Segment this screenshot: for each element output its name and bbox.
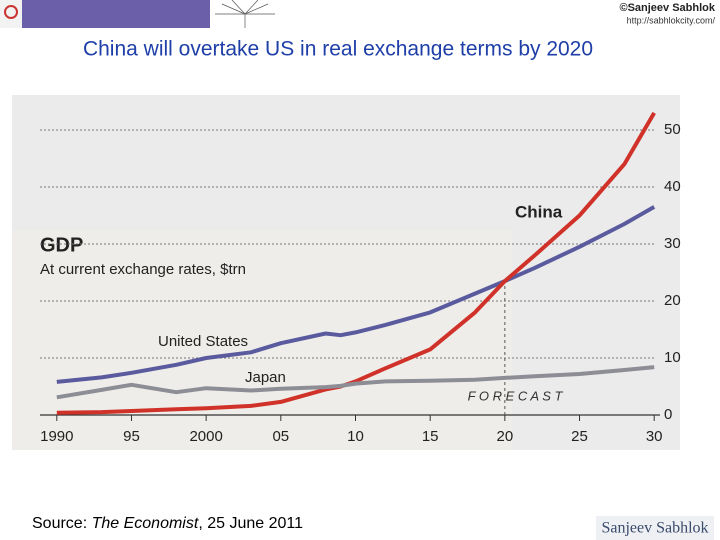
x-tick-label: 95 bbox=[123, 428, 140, 445]
y-tick-label: 50 bbox=[664, 121, 681, 138]
header-tree bbox=[215, 0, 275, 28]
x-tick-label: 10 bbox=[347, 428, 364, 445]
x-tick-label: 20 bbox=[497, 428, 514, 445]
series-label: United States bbox=[158, 333, 248, 350]
chart-title: GDP bbox=[40, 234, 83, 256]
y-tick-label: 40 bbox=[664, 178, 681, 195]
x-tick-label: 25 bbox=[571, 428, 588, 445]
series-line bbox=[56, 365, 655, 400]
header-banner bbox=[0, 0, 210, 28]
source-publication: The Economist bbox=[92, 515, 199, 532]
x-tick-label: 2000 bbox=[189, 428, 222, 445]
x-tick-label: 05 bbox=[272, 428, 289, 445]
footer-logo: Sanjeev Sabhlok bbox=[601, 520, 708, 537]
series-label: Japan bbox=[245, 369, 286, 386]
x-tick-label: 15 bbox=[422, 428, 439, 445]
source-date: , 25 June 2011 bbox=[198, 515, 303, 532]
chart-subtitle: At current exchange rates, $trn bbox=[40, 261, 246, 278]
header-logo bbox=[0, 0, 22, 28]
source-prefix: Source: bbox=[32, 515, 92, 532]
source: Source: The Economist, 25 June 2011 bbox=[32, 515, 303, 532]
forecast-label: F O R E C A S T bbox=[468, 388, 564, 403]
x-tick-label: 30 bbox=[646, 428, 663, 445]
footer-logo-box bbox=[596, 516, 714, 540]
y-tick-label: 20 bbox=[664, 292, 681, 309]
header-logo-mark bbox=[4, 5, 18, 19]
header-copyright: ©Sanjeev Sabhlok bbox=[619, 2, 715, 14]
series-label: China bbox=[515, 202, 563, 221]
x-tick-label: 1990 bbox=[40, 428, 73, 445]
y-tick-label: 30 bbox=[664, 235, 681, 252]
y-tick-label: 10 bbox=[664, 349, 681, 366]
series-line bbox=[56, 205, 656, 384]
header-url: http://sabhlokcity.com/ bbox=[627, 15, 716, 25]
slide-title: China will overtake US in real exchange … bbox=[83, 38, 593, 61]
y-tick-label: 0 bbox=[664, 406, 672, 423]
